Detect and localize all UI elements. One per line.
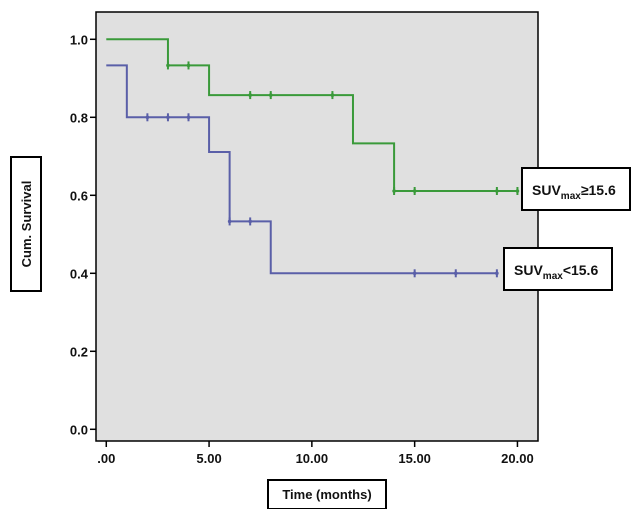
legend-low-rest: <15.6 [563,262,599,278]
survival-curve-high [106,38,518,193]
legend-low-sub: max [543,271,563,282]
censor-point [166,115,170,120]
x-tick-label: 5.00 [196,451,221,466]
censor-point [412,271,417,276]
x-axis-title: Time (months) [282,487,371,502]
censor-point [330,93,335,97]
legend-high-sub: max [561,191,581,202]
censor-point [186,115,191,120]
y-axis-title-box [10,156,42,292]
censor-point [248,93,252,97]
y-tick-label: 0.6 [70,188,88,203]
series-low [106,64,499,278]
series-high [106,38,520,196]
x-axis-title-box [267,479,387,509]
y-tick-label: 0.2 [70,344,88,359]
legend-box-low [503,247,613,291]
censor-point [186,63,191,68]
censor-point [166,63,170,68]
x-axis: .00 5.00 10.00 15.00 20.00 [97,441,534,466]
y-tick-label: 1.0 [70,32,88,47]
x-tick-label: 15.00 [398,451,431,466]
x-tick-label: 20.00 [501,451,534,466]
y-axis: 0.0 0.2 0.4 0.6 0.8 1.0 [70,32,96,437]
censor-point [412,189,417,193]
legend-high-main: SUV [532,182,561,198]
legend-label-high: SUVmax≥15.6 [532,182,616,202]
x-tick-label: .00 [97,451,115,466]
censor-point [495,271,499,276]
censor-point [453,271,458,276]
censor-point [145,115,150,120]
censor-point [495,189,499,193]
legend-label-low: SUVmax<15.6 [514,262,598,282]
censor-point [268,93,273,97]
legend-low-main: SUV [514,262,543,278]
plot-area [95,11,539,442]
x-tick-label: 10.00 [296,451,329,466]
censor-point [227,219,232,224]
censor-point [248,219,252,224]
y-tick-label: 0.4 [70,266,89,281]
series-layer [106,38,520,278]
y-axis-title: Cum. Survival [19,181,34,268]
y-tick-label: 0.0 [70,422,88,437]
y-tick-label: 0.8 [70,110,88,125]
censor-point [515,189,520,193]
legend-box-high [521,167,631,211]
survival-curve-low [106,64,497,275]
legend-high-rest: ≥15.6 [581,182,616,198]
censor-point [392,189,396,193]
